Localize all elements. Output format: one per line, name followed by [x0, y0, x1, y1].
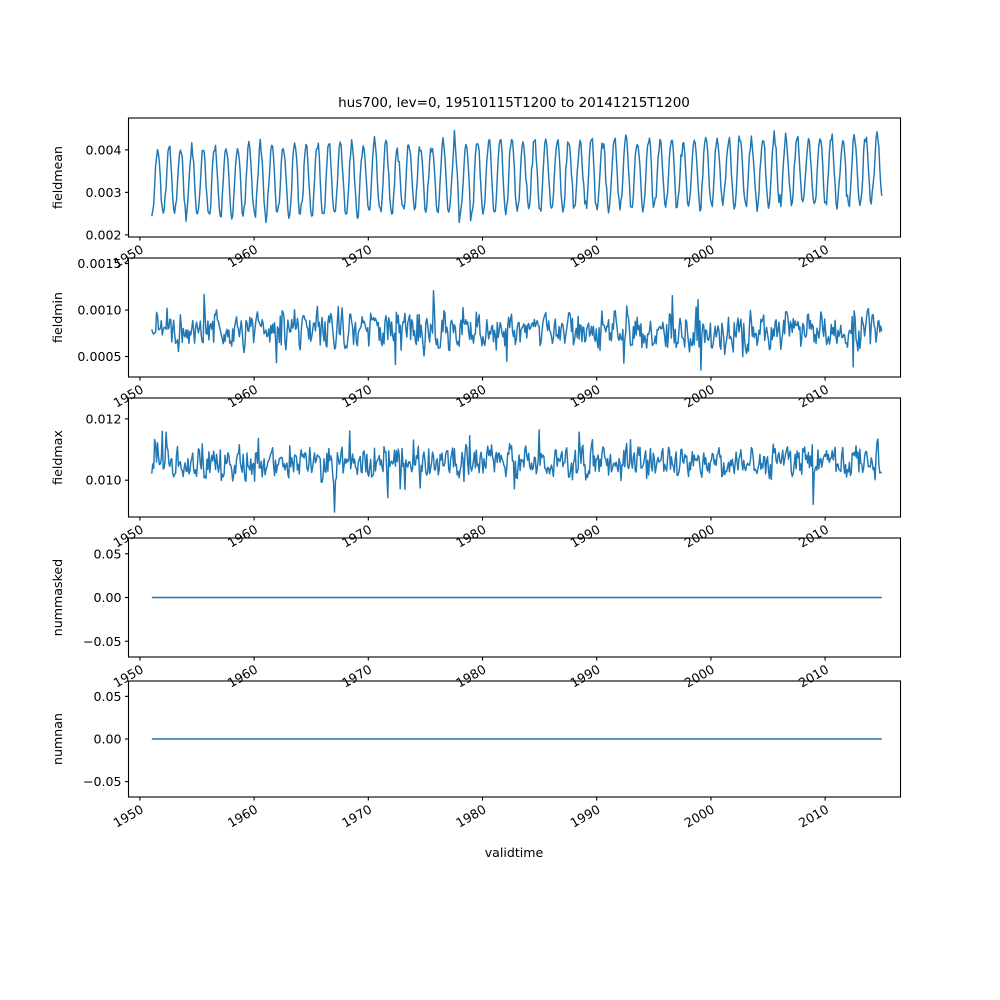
panel-frame — [127, 397, 902, 518]
x-axis-label: validtime — [485, 845, 544, 860]
y-tick-label: 0.004 — [85, 142, 121, 157]
series-line-fieldmax — [151, 429, 883, 513]
y-tick-label: 0.002 — [85, 227, 121, 242]
y-tick-label: 0.0010 — [77, 303, 121, 318]
y-tick-label: −0.05 — [83, 774, 122, 789]
panel-frame — [127, 117, 902, 238]
y-tick-label: 0.003 — [85, 185, 121, 200]
y-axis-label-nummasked: nummasked — [50, 559, 65, 636]
y-tick-label: −0.05 — [83, 634, 122, 649]
y-tick-label: 0.010 — [85, 473, 121, 488]
series-line-fieldmean — [151, 129, 883, 224]
chart-title: hus700, lev=0, 19510115T1200 to 20141215… — [338, 95, 690, 111]
y-axis-label-fieldmean: fieldmean — [50, 146, 65, 209]
series-line-fieldmin — [151, 290, 883, 371]
y-axis-label-fieldmax: fieldmax — [50, 430, 65, 485]
y-tick-label: 0.00 — [93, 590, 121, 605]
panel-frame — [127, 257, 902, 378]
y-axis-label-fieldmin: fieldmin — [50, 292, 65, 343]
y-tick-label: 0.0015 — [77, 256, 121, 271]
y-tick-label: 0.0005 — [77, 349, 121, 364]
y-tick-label: 0.05 — [93, 546, 121, 561]
y-tick-label: 0.012 — [85, 411, 121, 426]
y-tick-label: 0.00 — [93, 732, 121, 747]
y-axis-label-numnan: numnan — [50, 713, 65, 765]
y-tick-label: 0.05 — [93, 689, 121, 704]
